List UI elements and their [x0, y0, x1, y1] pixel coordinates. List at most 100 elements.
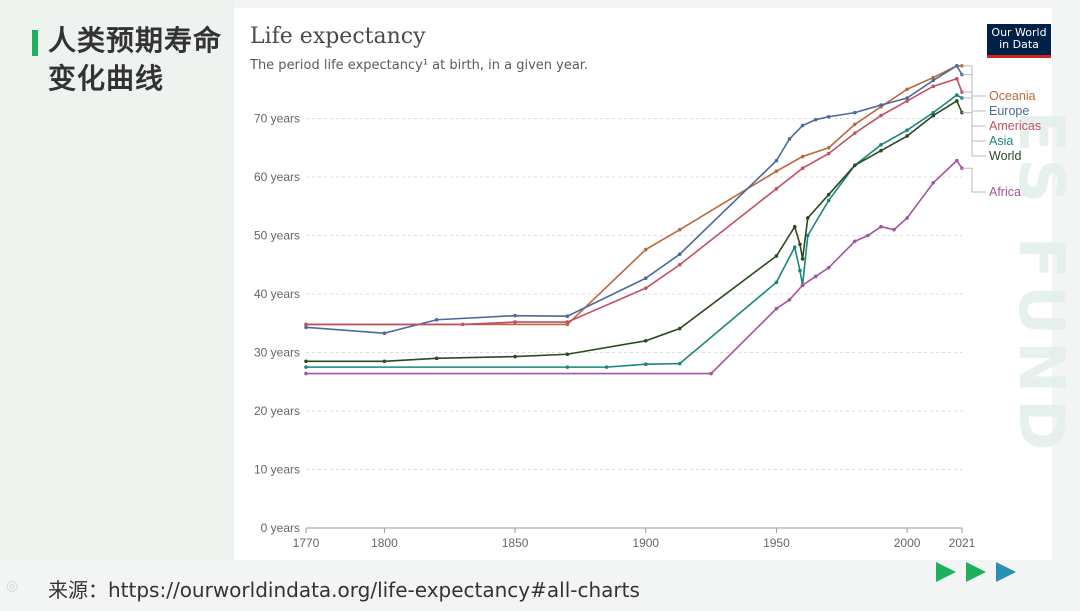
- life-expectancy-chart: 0 years 10 years 20 years 30 years 40 years 5…: [254, 64, 1041, 550]
- play-arrow-icon-3: [996, 562, 1016, 582]
- data-point: [954, 76, 959, 81]
- data-point: [806, 233, 810, 238]
- data-point: [643, 339, 648, 343]
- chart-subtitle: The period life expectancy¹ at birth, in…: [250, 58, 589, 73]
- x-tick-label: 1900: [632, 536, 659, 550]
- data-point: [709, 371, 713, 376]
- legend-connector: [962, 74, 986, 112]
- data-point: [643, 286, 648, 290]
- legend-connector: [962, 112, 986, 157]
- play-arrow-icon-1: [936, 562, 956, 582]
- data-point: [513, 313, 517, 318]
- data-point: [931, 84, 936, 89]
- data-point: [826, 151, 831, 156]
- data-point: [800, 257, 805, 261]
- data-point: [565, 320, 570, 324]
- legend-label-africa: Africa: [989, 185, 1021, 199]
- x-tick-label: 1770: [293, 536, 320, 550]
- data-point: [826, 145, 831, 150]
- data-point: [954, 64, 959, 68]
- data-point: [879, 113, 883, 118]
- legend-label-asia: Asia: [989, 134, 1013, 148]
- data-point: [879, 103, 883, 107]
- data-point: [931, 110, 936, 115]
- data-point: [565, 314, 570, 319]
- watermark: ES FUND: [1005, 110, 1078, 457]
- x-tick-label: 1850: [502, 536, 529, 550]
- data-point: [792, 224, 797, 229]
- slide-title: 人类预期寿命变化曲线: [48, 24, 223, 95]
- legend-connector: [962, 65, 986, 97]
- data-point: [787, 298, 792, 302]
- data-point: [304, 365, 308, 369]
- y-tick-label: 0 years: [261, 521, 300, 535]
- data-point: [677, 252, 682, 257]
- legend-label-europe: Europe: [989, 104, 1029, 118]
- x-tick-label: 1950: [763, 536, 790, 550]
- data-point: [905, 87, 909, 92]
- data-point: [954, 158, 959, 163]
- y-tick-label: 70 years: [254, 112, 300, 126]
- data-point: [826, 265, 831, 270]
- y-tick-label: 20 years: [254, 404, 300, 418]
- data-point: [800, 166, 805, 171]
- x-tick-label: 2000: [894, 536, 921, 550]
- data-point: [954, 99, 959, 103]
- data-point: [434, 317, 439, 322]
- legend-label-world: World: [989, 149, 1021, 163]
- source-link[interactable]: 来源：https://ourworldindata.org/life-expec…: [48, 578, 640, 602]
- data-point: [382, 331, 387, 335]
- data-point: [853, 239, 857, 244]
- data-point: [787, 137, 792, 141]
- data-point: [879, 224, 883, 229]
- legend-label-americas: Americas: [989, 119, 1041, 133]
- data-point: [604, 365, 609, 369]
- data-point: [905, 128, 909, 132]
- x-tick-label: 2021: [949, 536, 976, 550]
- data-point: [774, 306, 779, 311]
- data-point: [853, 163, 857, 168]
- y-tick-label: 10 years: [254, 463, 300, 477]
- x-tick-label: 1800: [371, 536, 398, 550]
- series-line-europe: [305, 64, 963, 335]
- data-point: [806, 216, 810, 220]
- y-tick-label: 50 years: [254, 229, 300, 243]
- data-point: [461, 322, 465, 327]
- chart-title: Life expectancy: [250, 24, 426, 49]
- data-point: [798, 242, 802, 247]
- data-point: [677, 361, 682, 366]
- data-point: [905, 96, 909, 100]
- data-point: [931, 181, 936, 185]
- owid-logo[interactable]: Our World in Data: [987, 24, 1051, 58]
- data-point: [774, 169, 779, 173]
- title-accent-bar: [32, 30, 38, 56]
- data-point: [304, 371, 308, 376]
- brand-mark: ◎: [6, 578, 19, 594]
- series-line-oceania: [306, 65, 962, 326]
- chart-card: [234, 8, 1052, 560]
- data-point: [643, 276, 648, 281]
- data-point: [879, 148, 883, 153]
- data-point: [813, 274, 818, 279]
- data-point: [643, 362, 648, 367]
- left-panel: [0, 0, 234, 560]
- y-tick-label: 60 years: [254, 170, 300, 184]
- data-point: [826, 198, 831, 203]
- data-point: [304, 322, 308, 327]
- data-point: [774, 158, 779, 163]
- data-point: [792, 245, 797, 249]
- data-point: [677, 262, 682, 267]
- data-point: [866, 233, 870, 238]
- data-point: [853, 131, 857, 135]
- y-tick-label: 30 years: [254, 346, 300, 360]
- data-point: [931, 78, 936, 83]
- data-point: [565, 352, 570, 357]
- data-point: [800, 123, 805, 128]
- data-point: [826, 192, 831, 197]
- data-point: [800, 283, 805, 288]
- data-point: [905, 216, 909, 220]
- series-line-asia: [306, 94, 963, 368]
- data-point: [677, 326, 682, 331]
- data-point: [513, 320, 517, 324]
- data-point: [905, 99, 909, 103]
